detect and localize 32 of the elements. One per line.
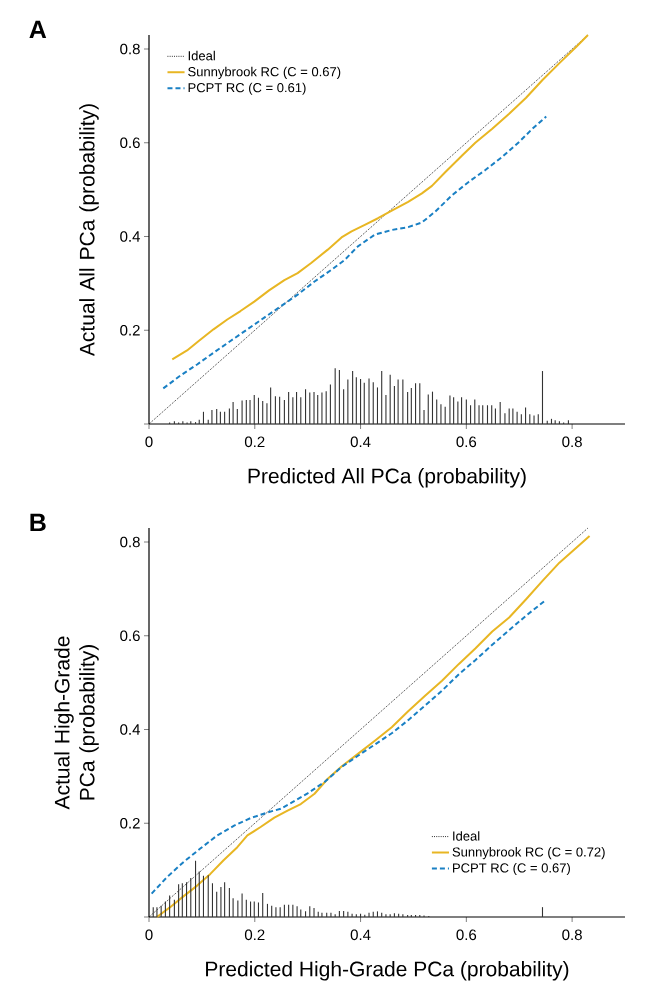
y-tick-label: 0.8 bbox=[120, 43, 140, 55]
chart-title: B bbox=[30, 513, 46, 532]
x-tick-label: 0.2 bbox=[244, 929, 265, 941]
y-tick-label: 0.6 bbox=[120, 630, 140, 642]
y-tick-label: 0.2 bbox=[120, 817, 140, 829]
x-axis-title: Predicted All PCa (probability) bbox=[248, 468, 526, 488]
line-series bbox=[162, 115, 548, 390]
legend-label: PCPT RC (C = 0.61) bbox=[188, 82, 306, 95]
y-tick-label: 0.2 bbox=[120, 324, 140, 336]
y-tick-label: 0.6 bbox=[120, 137, 140, 149]
y-axis-title: Actual High-Grade PCa (probability) bbox=[54, 636, 99, 810]
x-tick-label: 0.8 bbox=[562, 929, 582, 941]
x-tick-label: 0.2 bbox=[244, 436, 265, 448]
legend-label: Ideal bbox=[188, 50, 215, 61]
legend-label: Sunnybrook RC (C = 0.67) bbox=[188, 66, 341, 79]
x-tick-label: 0.4 bbox=[350, 436, 371, 448]
x-tick-label: 0 bbox=[145, 929, 153, 941]
y-tick-label: 0.8 bbox=[120, 536, 140, 548]
y-tick-label: 0.4 bbox=[120, 724, 141, 735]
legend-label: Sunnybrook RC (C = 0.72) bbox=[452, 847, 605, 860]
x-tick-label: 0.6 bbox=[456, 436, 477, 448]
x-axis-title: Predicted High-Grade PCa (probability) bbox=[206, 961, 569, 981]
x-tick-label: 0.4 bbox=[350, 929, 371, 941]
y-axis-title: Actual All PCa (probability) bbox=[79, 104, 99, 357]
chart-title: A bbox=[29, 20, 47, 39]
x-tick-label: 0.8 bbox=[562, 436, 582, 448]
legend-label: PCPT RC (C = 0.67) bbox=[453, 862, 570, 876]
legend-label: Ideal bbox=[453, 831, 480, 841]
x-tick-label: 0 bbox=[145, 436, 153, 448]
y-tick-label: 0.4 bbox=[120, 231, 141, 242]
x-tick-label: 0.6 bbox=[456, 929, 477, 941]
line-series bbox=[171, 33, 589, 361]
